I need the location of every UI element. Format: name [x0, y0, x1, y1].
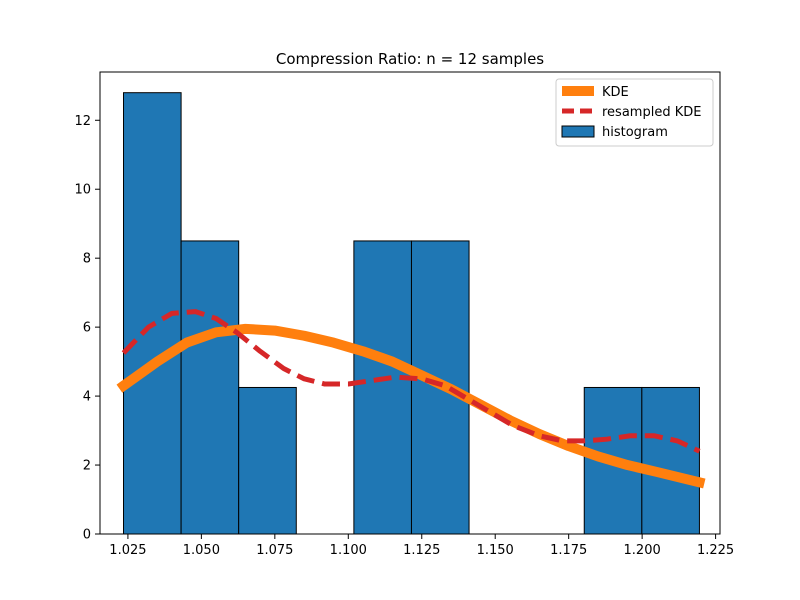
x-tick-label: 1.125	[403, 543, 440, 558]
chart-title: Compression Ratio: n = 12 samples	[276, 50, 544, 68]
x-tick-label: 1.200	[624, 543, 661, 558]
legend-label-kde: KDE	[602, 85, 629, 100]
histogram-bar	[238, 386, 297, 535]
plot-area	[116, 92, 706, 535]
x-tick-label: 1.225	[697, 543, 734, 558]
x-tick-label: 1.025	[109, 543, 146, 558]
series-lines	[116, 309, 706, 489]
axes: 1.025 1.050 1.075 1.100 1.125 1.150 1.175 1.200…	[74, 71, 734, 558]
legend: KDE resampled KDE histogram	[555, 78, 714, 147]
legend-label-histogram: histogram	[602, 125, 668, 140]
axes-frame	[99, 71, 721, 535]
histogram-bar	[180, 240, 240, 535]
x-tick-label: 1.100	[330, 543, 367, 558]
histogram-bar	[353, 240, 412, 535]
y-tick-label: 12	[74, 114, 91, 129]
x-tick-label: 1.050	[183, 543, 220, 558]
histogram-bar	[641, 386, 700, 535]
legend-box	[555, 78, 714, 147]
resampled-kde-line	[121, 309, 701, 454]
legend-label-resampled-kde: resampled KDE	[602, 105, 701, 120]
x-tick-label: 1.075	[256, 543, 293, 558]
y-tick-label: 0	[83, 528, 91, 543]
x-tick-label: 1.175	[550, 543, 587, 558]
y-tick-label: 6	[83, 321, 91, 336]
y-tick-label: 8	[83, 252, 91, 267]
y-tick-label: 10	[74, 183, 91, 198]
legend-histogram-swatch	[561, 125, 595, 138]
y-tick-label: 4	[83, 390, 91, 405]
kde-line	[116, 323, 706, 489]
y-tick-label: 2	[83, 459, 91, 474]
x-tick-label: 1.150	[477, 543, 514, 558]
